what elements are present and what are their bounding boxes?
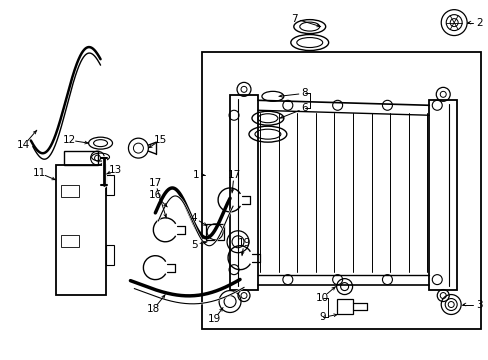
Bar bbox=[202, 53, 480, 329]
Text: 10: 10 bbox=[315, 293, 328, 302]
Text: 6: 6 bbox=[301, 103, 307, 113]
Text: 18: 18 bbox=[146, 305, 160, 315]
Bar bbox=[61, 235, 79, 247]
Text: 17: 17 bbox=[148, 178, 162, 188]
Text: 19: 19 bbox=[237, 238, 250, 248]
Bar bbox=[428, 100, 456, 289]
Text: 3: 3 bbox=[475, 300, 482, 310]
Text: 16: 16 bbox=[148, 190, 162, 200]
Bar bbox=[206, 224, 224, 240]
Text: 8: 8 bbox=[301, 88, 307, 98]
Bar bbox=[336, 298, 352, 315]
Bar bbox=[63, 151, 98, 165]
Bar bbox=[56, 165, 105, 294]
Text: 7: 7 bbox=[291, 14, 298, 24]
Text: 2: 2 bbox=[475, 18, 482, 28]
Text: 4: 4 bbox=[190, 213, 197, 223]
Text: 13: 13 bbox=[109, 165, 122, 175]
Text: 12: 12 bbox=[63, 135, 76, 145]
Text: 17: 17 bbox=[227, 170, 240, 180]
Text: 14: 14 bbox=[17, 140, 30, 150]
Text: 5: 5 bbox=[190, 240, 197, 250]
Bar bbox=[105, 175, 113, 195]
Bar bbox=[105, 245, 113, 265]
Text: 15: 15 bbox=[153, 135, 166, 145]
Text: 9: 9 bbox=[319, 312, 325, 323]
Bar bbox=[229, 95, 258, 289]
Bar bbox=[61, 185, 79, 197]
Text: 11: 11 bbox=[33, 168, 46, 178]
Text: 1: 1 bbox=[192, 170, 199, 180]
Text: 19: 19 bbox=[207, 314, 220, 324]
